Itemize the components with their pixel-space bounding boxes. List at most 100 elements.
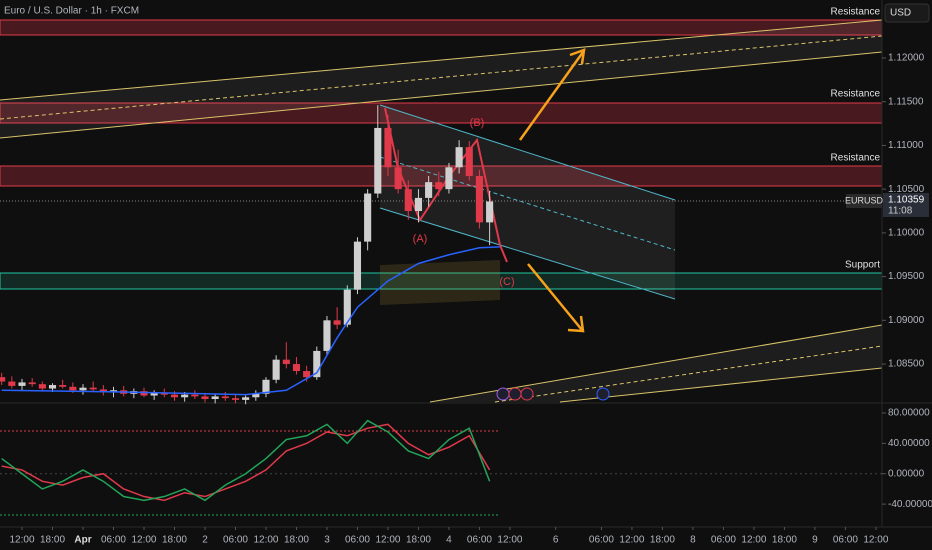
channel-line <box>559 367 883 403</box>
drawings <box>0 0 932 528</box>
candle-body <box>353 241 362 290</box>
y-tick-label: 1.12000 <box>888 53 925 64</box>
candle-body <box>170 394 179 398</box>
symbol-tag <box>846 194 882 208</box>
candle-body <box>435 182 443 190</box>
x-tick-label: 12:00 <box>9 535 34 546</box>
event-icon[interactable] <box>508 387 522 401</box>
x-tick-label: 12:00 <box>741 535 766 546</box>
candle-body <box>201 396 209 400</box>
candle-body <box>28 382 36 385</box>
candle-body <box>323 320 331 351</box>
y-tick-label: 0.00000 <box>888 468 925 479</box>
channel-fill <box>380 105 675 299</box>
candle-body <box>292 364 301 372</box>
x-tick-label: Apr <box>74 535 91 546</box>
candle-body <box>211 396 219 400</box>
candle-body <box>394 167 402 190</box>
candle-body <box>221 396 229 399</box>
x-tick-label: 18:00 <box>162 535 187 546</box>
x-tick-label: 18:00 <box>40 535 65 546</box>
candle-body <box>160 392 168 395</box>
annotation: Resistance <box>831 89 881 100</box>
candle-body <box>89 387 97 390</box>
x-tick-label: 06:00 <box>223 535 248 546</box>
candle-body <box>262 379 270 394</box>
moving-average <box>1 246 500 396</box>
x-tick-label: 12:00 <box>253 535 278 546</box>
x-tick-label: 06:00 <box>833 535 858 546</box>
candle-body <box>455 147 463 168</box>
candle-body <box>48 385 57 389</box>
candle-body <box>343 289 351 325</box>
candle-body <box>333 320 341 325</box>
x-tick-label: 18:00 <box>772 535 797 546</box>
x-tick-label: 12:00 <box>619 535 644 546</box>
candle-body <box>364 193 372 242</box>
wave-label: (B) <box>470 117 485 129</box>
x-tick-label: 2 <box>202 535 208 546</box>
y-tick-label: 80.00000 <box>888 408 930 419</box>
candle-body <box>272 359 280 380</box>
channel-line <box>0 19 883 101</box>
x-tick-label: 18:00 <box>650 535 675 546</box>
candle-body <box>242 397 250 400</box>
candle-body <box>465 147 473 177</box>
candle-body <box>59 385 67 387</box>
event-icon[interactable] <box>520 387 534 401</box>
y-tick-label: 1.09500 <box>888 271 925 282</box>
candle-body <box>0 377 6 382</box>
x-tick-label: 12:00 <box>375 535 400 546</box>
candle-body <box>231 398 240 400</box>
cloud <box>380 260 500 305</box>
candle-body <box>150 392 158 396</box>
x-tick-label: 18:00 <box>406 535 431 546</box>
y-tick-label: 40.00000 <box>888 438 930 449</box>
x-tick-label: 6 <box>553 535 559 546</box>
candle-body <box>8 381 16 386</box>
event-icon[interactable] <box>496 387 510 401</box>
candle-body <box>282 359 290 365</box>
countdown: 11:08 <box>888 206 913 217</box>
currency[interactable]: USD <box>890 8 911 19</box>
event-icon[interactable] <box>596 387 610 401</box>
candle-body <box>99 389 107 393</box>
x-tick-label: 4 <box>446 535 452 546</box>
y-tick-label: 1.09000 <box>888 315 925 326</box>
x-tick-label: 8 <box>690 535 696 546</box>
x-tick-label: 06:00 <box>467 535 492 546</box>
candle-body <box>404 189 412 212</box>
x-tick-label: 12:00 <box>131 535 156 546</box>
y-tick-label: -40.00000 <box>888 499 932 510</box>
channel-line <box>379 207 676 300</box>
annotation: Support <box>845 260 880 271</box>
candle-body <box>374 127 382 194</box>
arrow-up <box>518 48 586 141</box>
candle-body <box>191 394 199 397</box>
candle-body <box>445 167 453 190</box>
wave-label: (C) <box>499 276 514 288</box>
candle-body <box>69 386 77 391</box>
candle-body <box>18 382 26 386</box>
x-tick-label: 06:00 <box>345 535 370 546</box>
candle-body <box>384 127 392 168</box>
currency-box[interactable] <box>884 3 930 23</box>
candle-body <box>79 387 87 391</box>
candle-body <box>38 384 46 389</box>
annotation: Resistance <box>831 153 881 164</box>
y-tick-label: 1.11500 <box>888 96 924 107</box>
symbol: EURUSD <box>845 195 884 205</box>
x-tick-label: 12:00 <box>863 535 888 546</box>
candle-body <box>252 393 260 398</box>
candle-body <box>303 371 311 378</box>
channel-mid <box>0 35 883 120</box>
x-tick-label: 12:00 <box>497 535 522 546</box>
x-tick-label: 3 <box>324 535 330 546</box>
channel-mid <box>379 156 676 251</box>
channel-line <box>379 104 676 201</box>
y-tick-label: 1.10000 <box>888 228 925 239</box>
channel-fill <box>0 20 882 138</box>
candle-body <box>181 394 189 398</box>
x-tick-label: 06:00 <box>101 535 126 546</box>
y-tick-label: 1.11000 <box>888 140 924 151</box>
